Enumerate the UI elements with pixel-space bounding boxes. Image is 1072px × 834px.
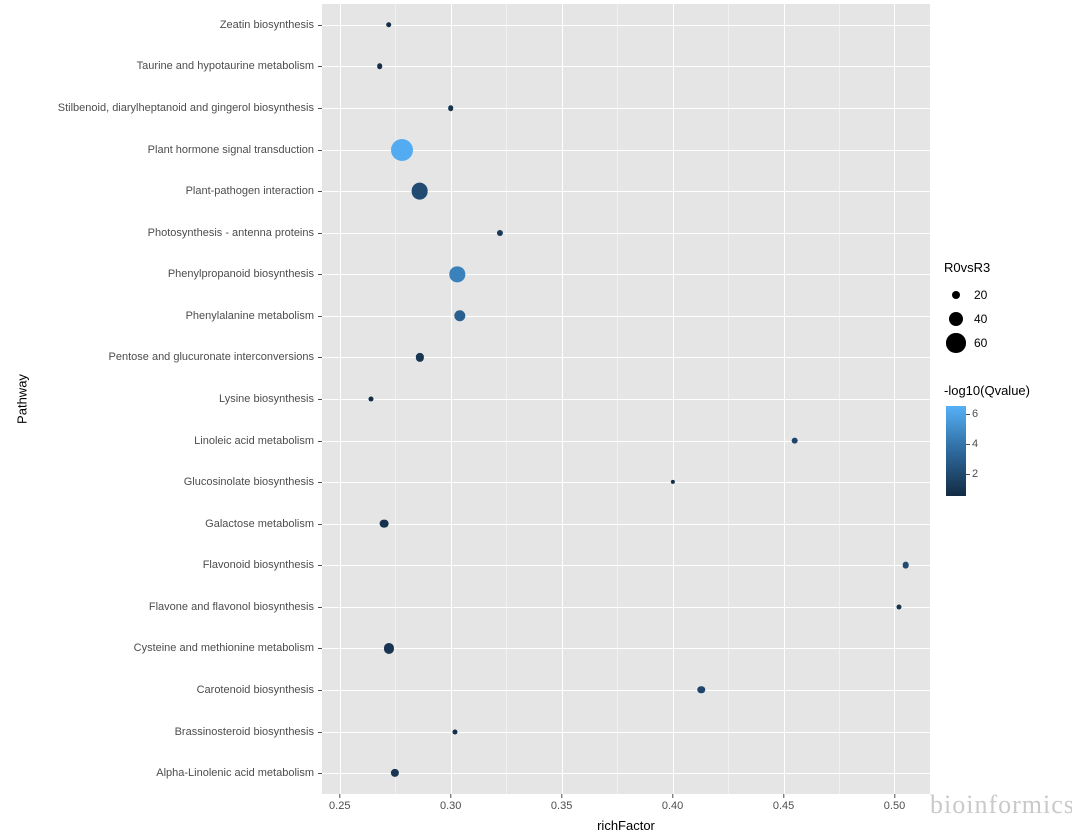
x-tick-label: 0.50 bbox=[884, 794, 905, 812]
color-bar-tick: 2 bbox=[966, 468, 978, 480]
data-point bbox=[380, 519, 389, 528]
color-bar-tick: 6 bbox=[966, 408, 978, 420]
y-tick-label: Linoleic acid metabolism bbox=[194, 435, 322, 447]
y-tick-label: Stilbenoid, diarylheptanoid and gingerol… bbox=[58, 102, 322, 114]
y-tick-label: Flavone and flavonol biosynthesis bbox=[149, 601, 322, 613]
size-legend-item: 60 bbox=[944, 331, 1030, 355]
y-tick-label: Galactose metabolism bbox=[205, 518, 322, 530]
x-tick-label: 0.25 bbox=[329, 794, 350, 812]
data-point bbox=[902, 562, 909, 569]
data-point bbox=[448, 105, 454, 111]
y-tick-label: Carotenoid biosynthesis bbox=[197, 684, 322, 696]
y-tick-label: Zeatin biosynthesis bbox=[220, 19, 322, 31]
y-tick-label: Flavonoid biosynthesis bbox=[203, 559, 322, 571]
data-point bbox=[391, 139, 413, 161]
size-legend-item: 40 bbox=[944, 307, 1030, 331]
y-tick-label: Phenylpropanoid biosynthesis bbox=[168, 268, 322, 280]
x-tick-label: 0.35 bbox=[551, 794, 572, 812]
x-tick-label: 0.30 bbox=[440, 794, 461, 812]
y-tick-label: Taurine and hypotaurine metabolism bbox=[137, 60, 322, 72]
y-tick-label: Glucosinolate biosynthesis bbox=[184, 476, 322, 488]
data-point bbox=[411, 183, 428, 200]
color-bar-tick: 4 bbox=[966, 438, 978, 450]
y-tick-label: Lysine biosynthesis bbox=[219, 393, 322, 405]
y-tick-label: Plant hormone signal transduction bbox=[148, 144, 322, 156]
x-tick-label: 0.45 bbox=[773, 794, 794, 812]
y-tick-label: Phenylalanine metabolism bbox=[186, 310, 322, 322]
x-axis-title: richFactor bbox=[597, 818, 655, 833]
watermark-text: bioinformics bbox=[930, 790, 1072, 819]
y-tick-label: Plant-pathogen interaction bbox=[186, 185, 322, 197]
y-tick-label: Brassinosteroid biosynthesis bbox=[175, 726, 322, 738]
color-bar: 246 bbox=[946, 406, 966, 496]
data-point bbox=[377, 64, 383, 70]
data-point bbox=[386, 22, 392, 28]
size-legend-item: 20 bbox=[944, 283, 1030, 307]
legend: R0vsR3204060-log10(Qvalue)246 bbox=[944, 260, 1030, 496]
size-legend-title: R0vsR3 bbox=[944, 260, 1030, 275]
y-tick-label: Cysteine and methionine metabolism bbox=[134, 642, 322, 654]
y-tick-label: Photosynthesis - antenna proteins bbox=[148, 227, 322, 239]
y-tick-label: Alpha-Linolenic acid metabolism bbox=[156, 767, 322, 779]
color-legend-title: -log10(Qvalue) bbox=[944, 383, 1030, 398]
chart-panel: 0.250.300.350.400.450.50Zeatin biosynthe… bbox=[322, 4, 930, 794]
y-axis-title: Pathway bbox=[15, 374, 30, 424]
x-tick-label: 0.40 bbox=[662, 794, 683, 812]
data-point bbox=[791, 437, 798, 444]
watermark: bioinformics bbox=[930, 790, 1072, 820]
y-tick-label: Pentose and glucuronate interconversions bbox=[109, 351, 322, 363]
